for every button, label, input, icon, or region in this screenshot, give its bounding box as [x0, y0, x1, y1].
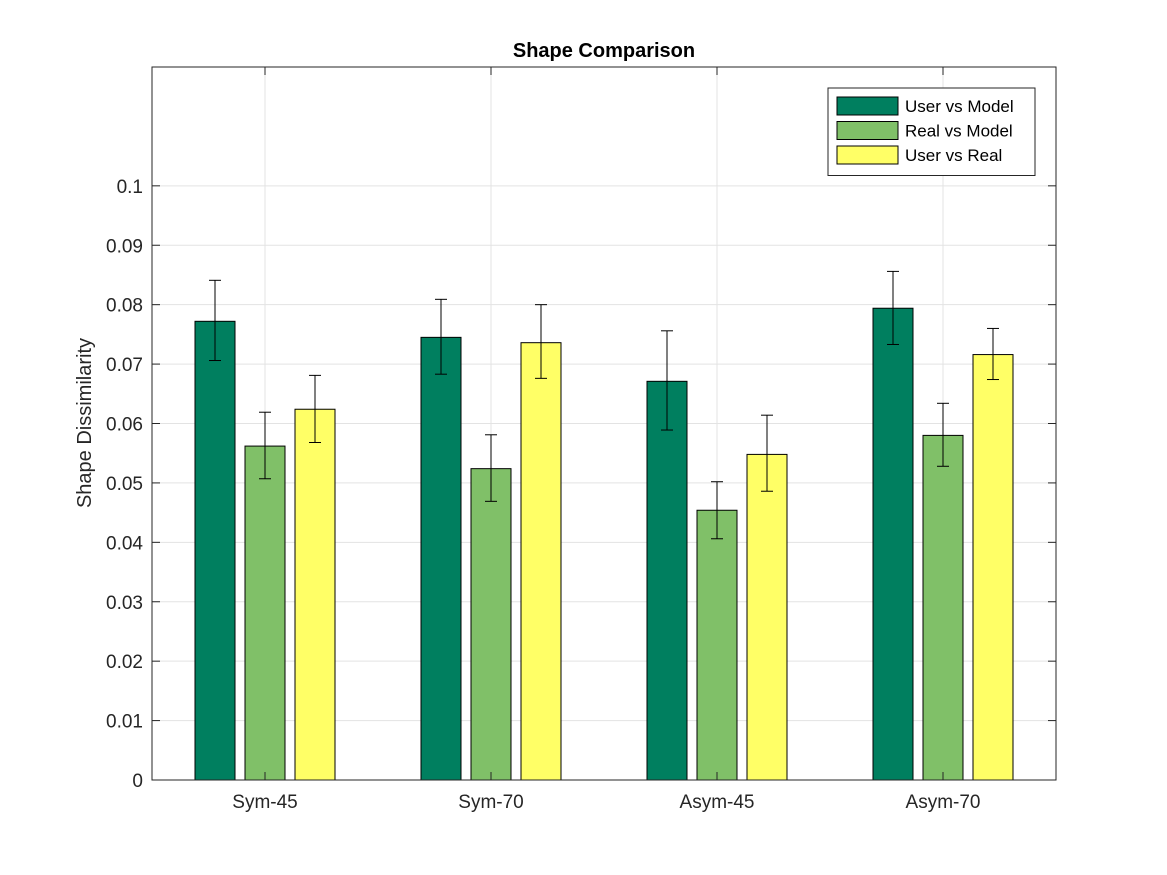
y-tick-label: 0.05: [106, 474, 143, 495]
bars: [194, 307, 1014, 781]
bar: [696, 509, 738, 781]
error-bars: [209, 270, 999, 540]
x-tick-label: Asym-70: [906, 792, 981, 813]
legend-swatch: [836, 96, 899, 116]
legend-label: User vs Real: [905, 146, 1002, 165]
y-tick-label: 0.08: [106, 296, 143, 317]
y-tick-label: 0.07: [106, 355, 143, 376]
bar: [244, 445, 286, 781]
legend-label: Real vs Model: [905, 122, 1013, 141]
chart-title: Shape Comparison: [513, 40, 695, 62]
y-tick-label: 0.1: [117, 177, 143, 198]
bar: [470, 468, 512, 781]
legend-swatch: [836, 145, 899, 165]
bar: [294, 408, 336, 781]
bar: [646, 380, 688, 781]
y-tick-label: 0.09: [106, 236, 143, 257]
bar: [872, 307, 914, 781]
bar: [746, 453, 788, 781]
y-tick-label: 0.01: [106, 712, 143, 733]
legend-swatch: [836, 121, 899, 140]
y-axis-label: Shape Dissimilarity: [74, 338, 96, 508]
bar: [922, 434, 964, 781]
y-tick-label: 0: [132, 771, 143, 792]
bar: [520, 342, 562, 781]
y-tick-label: 0.04: [106, 533, 143, 554]
bar: [972, 354, 1014, 781]
x-tick-label: Sym-70: [458, 792, 523, 813]
x-tick-label: Asym-45: [680, 792, 755, 813]
x-tick-label: Sym-45: [232, 792, 297, 813]
bar: [420, 336, 462, 781]
y-tick-label: 0.02: [106, 652, 143, 673]
axis-ticks: 0 0.01 0.02 0.03 0.04 0.05 0.06 0.07 0.08 0.09 0.1…: [106, 67, 1056, 813]
legend: User vs Model Real vs Model User vs Real: [827, 87, 1036, 176]
bar: [194, 320, 236, 781]
y-tick-label: 0.06: [106, 415, 143, 436]
y-tick-label: 0.03: [106, 593, 143, 614]
legend-label: User vs Model: [905, 97, 1014, 116]
